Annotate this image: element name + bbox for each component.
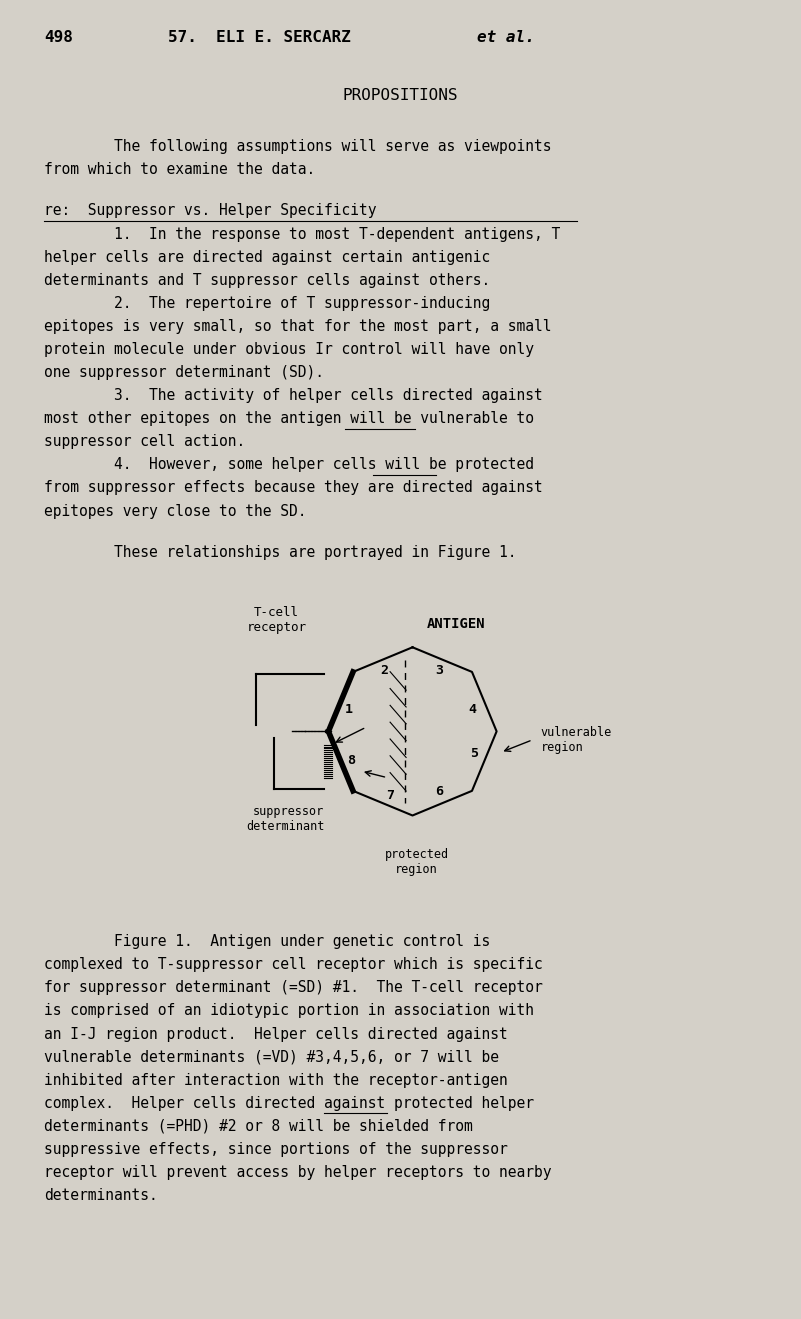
- Text: 3: 3: [435, 665, 443, 678]
- Text: suppressor
determinant: suppressor determinant: [246, 806, 324, 834]
- Text: The following assumptions will serve as viewpoints: The following assumptions will serve as …: [44, 138, 552, 154]
- Text: most other epitopes on the antigen will be vulnerable to: most other epitopes on the antigen will …: [44, 412, 534, 426]
- Text: protected
region: protected region: [384, 848, 449, 876]
- Text: inhibited after interaction with the receptor-antigen: inhibited after interaction with the rec…: [44, 1072, 508, 1088]
- Text: protein molecule under obvious Ir control will have only: protein molecule under obvious Ir contro…: [44, 342, 534, 357]
- Text: vulnerable determinants (=VD) #3,4,5,6, or 7 will be: vulnerable determinants (=VD) #3,4,5,6, …: [44, 1050, 499, 1064]
- Text: 1.  In the response to most T-dependent antigens, T: 1. In the response to most T-dependent a…: [44, 227, 561, 241]
- Text: These relationships are portrayed in Figure 1.: These relationships are portrayed in Fig…: [44, 545, 517, 561]
- Text: from which to examine the data.: from which to examine the data.: [44, 162, 316, 177]
- Text: determinants (=PHD) #2 or 8 will be shielded from: determinants (=PHD) #2 or 8 will be shie…: [44, 1119, 473, 1134]
- Text: suppressive effects, since portions of the suppressor: suppressive effects, since portions of t…: [44, 1142, 508, 1157]
- Text: 8: 8: [347, 753, 355, 766]
- Text: is comprised of an idiotypic portion in association with: is comprised of an idiotypic portion in …: [44, 1004, 534, 1018]
- Text: 1: 1: [345, 703, 353, 716]
- Text: 7: 7: [386, 789, 394, 802]
- Text: 6: 6: [435, 785, 443, 798]
- Text: epitopes very close to the SD.: epitopes very close to the SD.: [44, 504, 307, 518]
- Text: complex.  Helper cells directed against protected helper: complex. Helper cells directed against p…: [44, 1096, 534, 1111]
- Text: suppressor cell action.: suppressor cell action.: [44, 434, 245, 450]
- Text: complexed to T-suppressor cell receptor which is specific: complexed to T-suppressor cell receptor …: [44, 958, 543, 972]
- Text: PROPOSITIONS: PROPOSITIONS: [343, 88, 458, 103]
- Text: 57.  ELI E. SERCARZ: 57. ELI E. SERCARZ: [168, 30, 360, 45]
- Text: T-cell
receptor: T-cell receptor: [247, 607, 306, 634]
- Text: receptor will prevent access by helper receptors to nearby: receptor will prevent access by helper r…: [44, 1165, 552, 1181]
- Text: from suppressor effects because they are directed against: from suppressor effects because they are…: [44, 480, 543, 496]
- Text: et al.: et al.: [477, 30, 534, 45]
- Text: 2: 2: [380, 665, 388, 678]
- Text: 2.  The repertoire of T suppressor-inducing: 2. The repertoire of T suppressor-induci…: [44, 295, 490, 311]
- Text: 4.  However, some helper cells will be protected: 4. However, some helper cells will be pr…: [44, 458, 534, 472]
- Text: Figure 1.  Antigen under genetic control is: Figure 1. Antigen under genetic control …: [44, 934, 490, 950]
- Text: one suppressor determinant (SD).: one suppressor determinant (SD).: [44, 365, 324, 380]
- Text: 4: 4: [469, 703, 477, 716]
- Text: ANTIGEN: ANTIGEN: [427, 617, 486, 632]
- Text: epitopes is very small, so that for the most part, a small: epitopes is very small, so that for the …: [44, 319, 552, 334]
- Text: determinants.: determinants.: [44, 1188, 158, 1203]
- Text: determinants and T suppressor cells against others.: determinants and T suppressor cells agai…: [44, 273, 490, 288]
- Text: re:  Suppressor vs. Helper Specificity: re: Suppressor vs. Helper Specificity: [44, 203, 376, 219]
- Text: 5: 5: [470, 747, 478, 760]
- Text: helper cells are directed against certain antigenic: helper cells are directed against certai…: [44, 249, 490, 265]
- Text: 3.  The activity of helper cells directed against: 3. The activity of helper cells directed…: [44, 388, 543, 404]
- Text: vulnerable
region: vulnerable region: [541, 725, 612, 753]
- Text: 498: 498: [44, 30, 73, 45]
- Text: for suppressor determinant (=SD) #1.  The T-cell receptor: for suppressor determinant (=SD) #1. The…: [44, 980, 543, 996]
- Text: an I-J region product.  Helper cells directed against: an I-J region product. Helper cells dire…: [44, 1026, 508, 1042]
